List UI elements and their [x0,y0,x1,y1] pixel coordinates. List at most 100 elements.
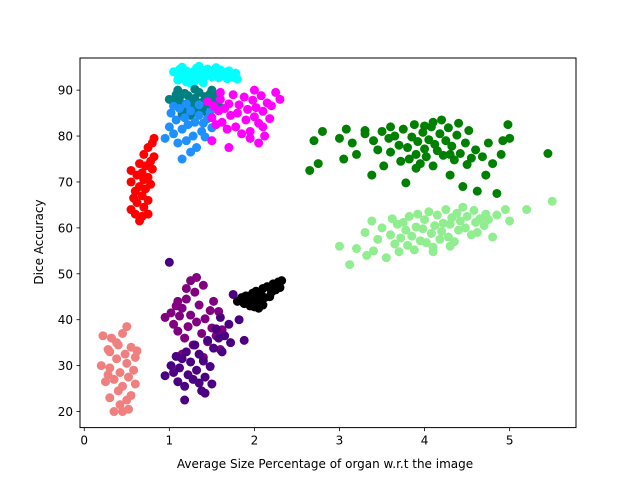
data-point [266,101,276,111]
y-tick-label: 40 [58,313,73,327]
data-point [192,317,202,327]
y-tick-label: 90 [58,84,73,98]
data-point [231,122,241,132]
data-point [458,182,468,192]
data-point [175,363,185,373]
data-point [413,209,423,219]
data-point [275,283,285,293]
y-tick-label: 80 [58,130,73,144]
data-point [254,138,264,148]
data-point [360,126,370,136]
data-point [105,363,115,373]
data-point [207,113,217,123]
data-point [211,63,221,73]
data-point [543,149,553,158]
data-point [132,346,142,356]
data-point [420,215,430,225]
data-point [251,103,261,113]
data-point [445,170,455,180]
data-point [243,104,253,114]
data-point [271,87,281,97]
x-tick-label: 1 [166,434,174,448]
data-point [462,160,472,170]
data-point [123,372,133,382]
data-point [160,133,170,143]
data-point [472,186,482,196]
data-point [194,300,204,310]
data-point [503,120,513,130]
data-point [105,393,115,403]
data-point [175,311,185,321]
data-point [194,349,204,359]
data-point [122,322,132,332]
data-point [256,91,266,101]
data-point [118,328,128,338]
data-point [360,227,370,237]
data-point [418,224,428,234]
data-point [437,227,447,237]
data-point [390,239,400,249]
data-point [379,161,389,171]
data-point [488,159,498,169]
data-point [147,164,157,174]
data-point [377,126,387,136]
x-tick-label: 4 [421,434,429,448]
data-point [173,85,183,95]
data-point [421,152,431,162]
data-point [396,156,406,166]
data-point [200,314,210,324]
data-point [245,133,255,143]
data-point [234,315,244,325]
data-point [205,306,215,316]
data-point [194,61,204,71]
data-point [115,400,125,410]
data-point [190,84,200,94]
data-point [160,371,170,381]
data-point [249,85,259,95]
data-point [390,131,400,141]
data-point [339,154,349,164]
data-point [190,340,200,350]
x-tick-label: 5 [506,434,514,448]
y-axis: 20 30 40 50 60 70 80 90 [58,84,80,419]
data-point [367,170,377,180]
data-point [135,216,145,226]
data-point [430,221,440,231]
data-point [260,131,270,141]
data-point [481,170,491,180]
x-axis-label: Average Size Percentage of organ w.r.t t… [177,457,473,471]
data-point [398,124,408,134]
data-point [483,215,493,225]
data-point [369,246,379,256]
data-point [200,372,210,382]
data-point [180,381,190,391]
data-point [369,136,379,146]
data-point [215,87,225,97]
y-tick-label: 60 [58,221,73,235]
data-point [177,354,187,364]
y-tick-label: 20 [58,405,73,419]
data-point [313,159,323,169]
data-point [488,232,498,242]
data-point [462,211,472,221]
data-point [277,276,287,286]
data-point [477,152,487,162]
data-point [258,106,268,116]
data-point [173,377,183,387]
data-point [183,120,193,130]
data-point [217,117,227,127]
data-point [186,106,196,116]
data-point [505,216,515,226]
data-point [386,147,396,157]
data-point [215,312,225,322]
data-point [222,124,232,134]
data-point [455,216,465,226]
data-point [232,74,242,84]
data-point [122,358,132,368]
data-point [207,136,217,146]
data-point [209,296,219,306]
data-point [432,210,442,220]
data-point [200,388,210,398]
data-point [234,100,244,110]
